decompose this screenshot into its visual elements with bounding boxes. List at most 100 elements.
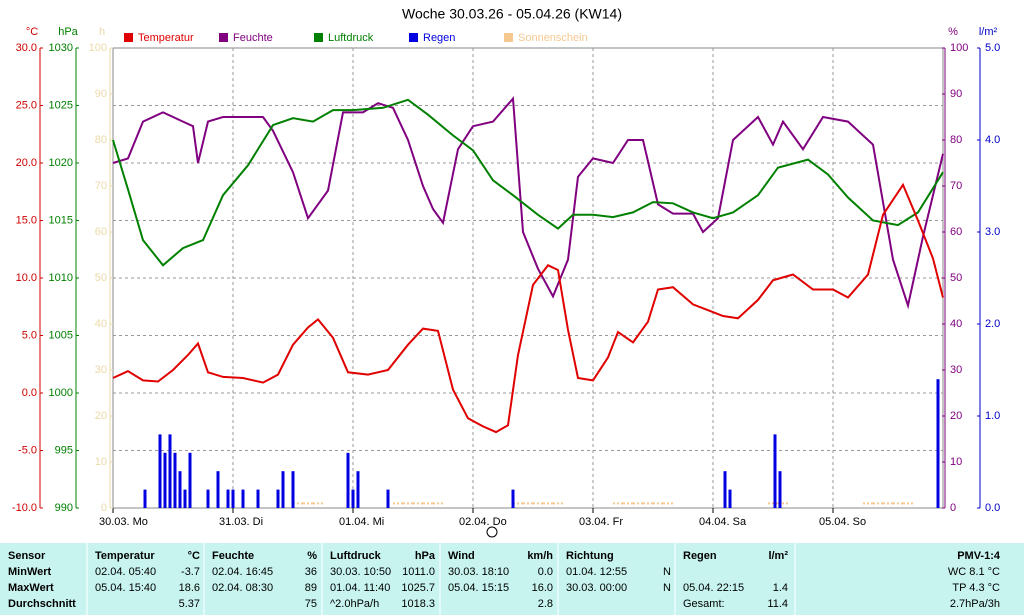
column-unit: l/m² [768, 550, 788, 562]
cell-value: 5.37 [179, 598, 200, 610]
legend-swatch [124, 33, 133, 42]
cell-value: N [663, 566, 671, 578]
rain-bar [346, 452, 350, 508]
legend-label: Regen [423, 32, 455, 44]
table-header: Sensor [8, 550, 46, 562]
rain-bar [143, 489, 147, 508]
rain-bar [936, 379, 940, 508]
series-line [112, 98, 944, 267]
column-title: Luftdruck [330, 550, 382, 562]
rain-bar [178, 471, 182, 508]
y-tick-label: 1025 [49, 99, 73, 111]
x-tick-label: 05.04. So [819, 516, 866, 528]
cell-value: WC 8.1 °C [948, 566, 1000, 578]
cell-value: 18.6 [179, 582, 200, 594]
cell-value: 1011.0 [402, 566, 435, 578]
y-tick-label: 80 [950, 134, 962, 146]
chart-title: Woche 30.03.26 - 05.04.26 (KW14) [402, 6, 622, 22]
y-axis-unit: °C [26, 26, 38, 38]
column-title: Feuchte [212, 550, 254, 562]
cell-value: 1025.7 [401, 582, 435, 594]
cell-value: 89 [305, 582, 317, 594]
rain-bar [728, 489, 732, 508]
y-tick-label: 50 [95, 272, 107, 284]
cell-value: 0.0 [538, 566, 553, 578]
cell-value: 2.7hPa/3h [950, 598, 1000, 610]
cell-value: 75 [305, 598, 317, 610]
cell-value: 1.4 [773, 582, 788, 594]
y-tick-label: -10.0 [12, 502, 37, 514]
rain-bar [158, 434, 162, 508]
y-tick-label: 30 [950, 364, 962, 376]
legend-swatch [219, 33, 228, 42]
column-unit: °C [188, 550, 200, 562]
column-title: Temperatur [95, 550, 155, 562]
rain-bar [276, 489, 280, 508]
column-title: PMV-1:4 [957, 550, 1001, 562]
y-tick-label: 70 [950, 180, 962, 192]
y-tick-label: 990 [55, 502, 73, 514]
y-tick-label: -5.0 [18, 444, 37, 456]
rain-bar [216, 471, 220, 508]
legend-swatch [504, 33, 513, 42]
y-tick-label: 20 [950, 410, 962, 422]
rain-bar [291, 471, 295, 508]
cell-label: 05.04. 15:15 [448, 582, 509, 594]
rain-bar [173, 452, 177, 508]
cell-value: TP 4.3 °C [952, 582, 1000, 594]
y-tick-label: 90 [95, 88, 107, 100]
y-tick-label: 4.0 [985, 134, 1000, 146]
rain-bar [511, 489, 515, 508]
y-tick-label: 10.0 [16, 272, 37, 284]
y-tick-label: 5.0 [22, 329, 37, 341]
legend-swatch [409, 33, 418, 42]
y-tick-label: 90 [950, 88, 962, 100]
cell-value: 16.0 [532, 582, 553, 594]
y-axis-unit: h [99, 26, 105, 38]
y-tick-label: 1020 [49, 157, 73, 169]
cell-value: 36 [305, 566, 317, 578]
cell-label: 02.04. 05:40 [95, 566, 156, 578]
y-axis-unit: % [948, 26, 958, 38]
rain-bar [351, 489, 355, 508]
rain-bar [281, 471, 285, 508]
rain-bar [168, 434, 172, 508]
y-tick-label: 1.0 [985, 410, 1000, 422]
cell-label: 02.04. 08:30 [212, 582, 273, 594]
x-tick-label: 31.03. Di [219, 516, 263, 528]
cursor [486, 526, 498, 538]
cell-label: 05.04. 15:40 [95, 582, 156, 594]
column-title: Regen [683, 550, 717, 562]
legend-label: Feuchte [233, 32, 273, 44]
y-tick-label: 40 [95, 318, 107, 330]
y-tick-label: 15.0 [16, 214, 37, 226]
y-axis-unit: hPa [58, 26, 78, 38]
cell-label: 01.04. 12:55 [566, 566, 627, 578]
y-tick-label: 100 [950, 42, 968, 54]
cell-label: Gesamt: [683, 598, 725, 610]
cell-label: 30.03. 00:00 [566, 582, 627, 594]
series-line [112, 96, 944, 310]
y-tick-label: 995 [55, 444, 73, 456]
y-tick-label: 10 [950, 456, 962, 468]
y-tick-label: 20 [95, 410, 107, 422]
rain-bar [778, 471, 782, 508]
x-tick-label: 03.04. Fr [579, 516, 623, 528]
cell-label: 02.04. 16:45 [212, 566, 273, 578]
y-tick-label: 25.0 [16, 99, 37, 111]
cell-value: 2.8 [538, 598, 553, 610]
cell-value: 1018.3 [401, 598, 435, 610]
row-label: MaxWert [8, 582, 54, 594]
y-tick-label: 100 [89, 42, 107, 54]
y-tick-label: 40 [950, 318, 962, 330]
rain-bar [256, 489, 260, 508]
cell-label: 30.03. 18:10 [448, 566, 509, 578]
x-tick-label: 30.03. Mo [99, 516, 148, 528]
cell-value: N [663, 582, 671, 594]
y-tick-label: 5.0 [985, 42, 1000, 54]
rain-bar [206, 489, 210, 508]
y-tick-label: 2.0 [985, 318, 1000, 330]
y-tick-label: 60 [95, 226, 107, 238]
x-tick-label: 02.04. Do [459, 516, 507, 528]
